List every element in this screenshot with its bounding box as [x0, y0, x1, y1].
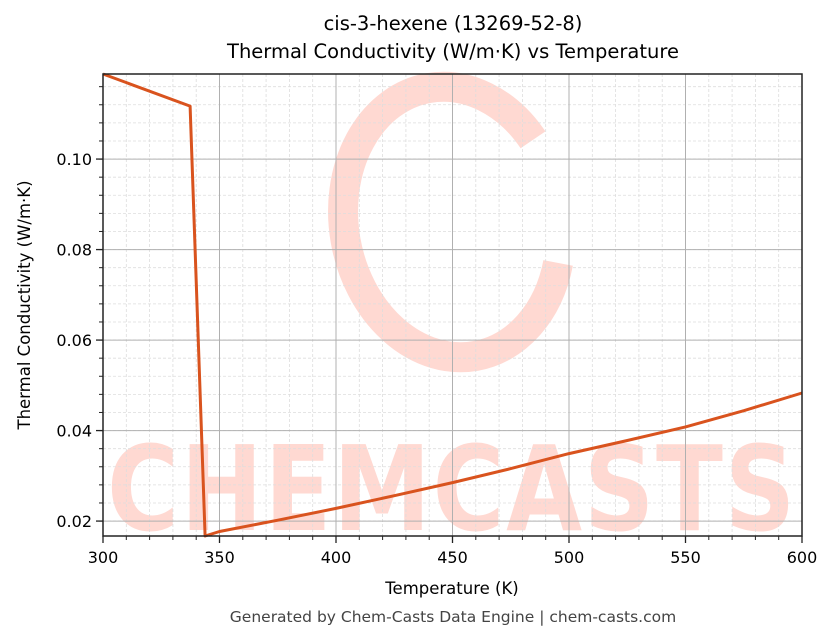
x-axis-ticks: 300 350 400 450 500 550 600 [88, 536, 818, 567]
y-tick-label: 0.02 [56, 512, 92, 531]
x-tick-label: 400 [321, 548, 352, 567]
x-tick-label: 350 [204, 548, 235, 567]
footer-credit: Generated by Chem-Casts Data Engine | ch… [229, 608, 677, 626]
x-tick-label: 300 [88, 548, 119, 567]
y-tick-label: 0.10 [56, 150, 92, 169]
x-tick-label: 450 [437, 548, 468, 567]
x-axis-label: Temperature (K) [384, 579, 518, 598]
x-tick-label: 550 [670, 548, 701, 567]
y-tick-label: 0.04 [56, 422, 92, 441]
y-tick-label: 0.08 [56, 241, 92, 260]
y-axis-ticks: 0.02 0.04 0.06 0.08 0.10 [56, 86, 103, 531]
watermark-text: CHEMCASTS [107, 420, 797, 558]
x-tick-label: 600 [787, 548, 818, 567]
y-axis-label: Thermal Conductivity (W/m·K) [15, 180, 34, 430]
chart-title-property: Thermal Conductivity (W/m·K) vs Temperat… [227, 40, 679, 63]
x-tick-label: 500 [554, 548, 585, 567]
chart-title-compound: cis-3-hexene (13269-52-8) [323, 12, 583, 35]
y-tick-label: 0.06 [56, 331, 92, 350]
